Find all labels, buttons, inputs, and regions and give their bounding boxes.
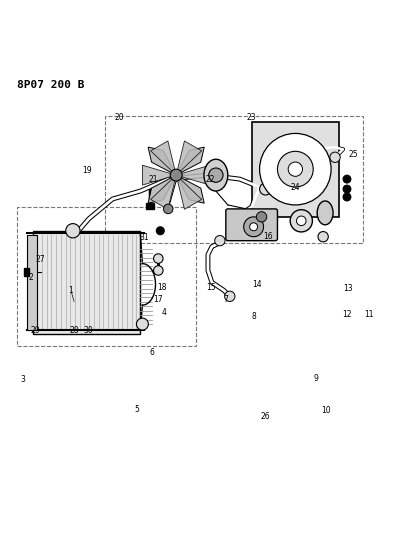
Circle shape — [290, 154, 300, 164]
Text: 30: 30 — [84, 326, 94, 335]
Text: 2: 2 — [29, 273, 34, 282]
Circle shape — [343, 193, 351, 201]
Text: 8P07 200 B: 8P07 200 B — [17, 80, 85, 90]
Circle shape — [66, 224, 80, 238]
Text: 12: 12 — [342, 310, 352, 319]
Text: 31: 31 — [140, 233, 149, 243]
FancyBboxPatch shape — [27, 235, 37, 330]
Text: 16: 16 — [263, 232, 272, 241]
Polygon shape — [176, 175, 204, 203]
Circle shape — [215, 236, 225, 246]
Text: 24: 24 — [290, 183, 300, 192]
Polygon shape — [176, 175, 202, 209]
Circle shape — [260, 183, 272, 195]
Text: 1: 1 — [68, 286, 73, 295]
Text: 17: 17 — [154, 295, 163, 304]
Polygon shape — [151, 141, 176, 175]
Circle shape — [209, 168, 223, 182]
Polygon shape — [148, 175, 176, 203]
Circle shape — [256, 212, 267, 222]
Text: 18: 18 — [158, 282, 167, 292]
Circle shape — [343, 185, 351, 193]
Text: 3: 3 — [21, 375, 26, 384]
Text: 4: 4 — [162, 308, 167, 317]
Bar — [146, 203, 154, 209]
Circle shape — [136, 318, 148, 330]
Polygon shape — [176, 147, 204, 175]
Circle shape — [260, 133, 331, 205]
Text: 27: 27 — [35, 255, 45, 264]
Polygon shape — [176, 165, 210, 185]
Text: 6: 6 — [150, 348, 155, 357]
Circle shape — [278, 151, 313, 187]
Text: 9: 9 — [314, 374, 319, 383]
FancyBboxPatch shape — [226, 209, 278, 241]
Text: 23: 23 — [247, 113, 256, 122]
Text: 26: 26 — [261, 412, 270, 421]
Circle shape — [244, 217, 264, 237]
Circle shape — [156, 227, 164, 235]
Text: 5: 5 — [134, 405, 139, 414]
Circle shape — [290, 209, 312, 232]
Circle shape — [330, 152, 340, 163]
Circle shape — [343, 175, 351, 183]
Text: 28: 28 — [69, 326, 79, 335]
Circle shape — [164, 204, 173, 214]
Text: 25: 25 — [348, 150, 358, 159]
Circle shape — [154, 254, 163, 263]
Text: 13: 13 — [343, 284, 353, 293]
Circle shape — [170, 169, 182, 181]
Text: 15: 15 — [206, 282, 216, 292]
Text: 14: 14 — [252, 280, 262, 289]
Polygon shape — [142, 165, 176, 185]
Text: 21: 21 — [149, 175, 158, 183]
Circle shape — [154, 266, 163, 275]
Polygon shape — [148, 147, 176, 175]
Text: 11: 11 — [364, 310, 374, 319]
Polygon shape — [151, 175, 176, 209]
Circle shape — [296, 216, 306, 225]
Text: 10: 10 — [322, 406, 331, 415]
Circle shape — [225, 291, 235, 302]
Text: 29: 29 — [30, 326, 40, 335]
Text: 19: 19 — [82, 166, 92, 175]
Text: 22: 22 — [205, 175, 215, 183]
Circle shape — [318, 231, 328, 242]
Bar — [24, 269, 29, 277]
Text: 8: 8 — [251, 312, 256, 321]
Text: 7: 7 — [223, 295, 228, 304]
FancyBboxPatch shape — [33, 231, 140, 334]
Circle shape — [288, 162, 302, 176]
Ellipse shape — [317, 201, 333, 225]
Polygon shape — [176, 141, 202, 175]
FancyBboxPatch shape — [252, 122, 339, 217]
Text: 20: 20 — [115, 113, 124, 122]
Ellipse shape — [204, 159, 228, 191]
Circle shape — [250, 223, 258, 231]
